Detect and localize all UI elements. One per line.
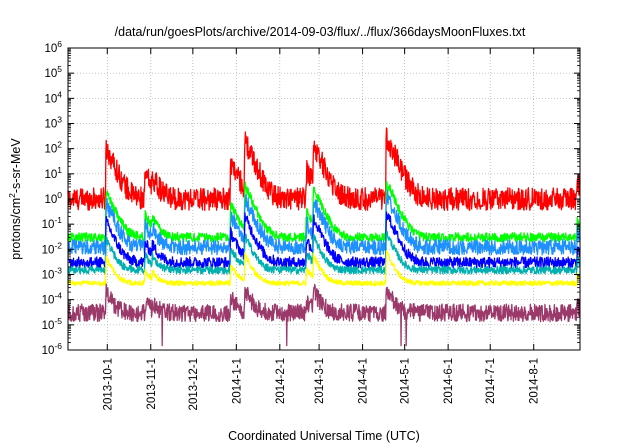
x-tick-label: 2013-12-1 xyxy=(188,358,200,410)
y-tick-label: 10-3 xyxy=(42,266,63,282)
ylabel-part-3: -s-sr-MeV xyxy=(9,138,23,194)
ylabel-part-1: protons/cm xyxy=(9,198,23,260)
y-tick-label: 10-2 xyxy=(42,240,63,256)
y-tick-label: 105 xyxy=(44,64,62,80)
y-axis-label: protons/cm2-s-sr-MeV xyxy=(7,138,23,260)
y-tick-label: 106 xyxy=(44,39,62,55)
y-tick-label: 101 xyxy=(44,165,62,181)
series-layer xyxy=(67,127,581,347)
x-tick-label: 2014-2-1 xyxy=(275,358,287,404)
ylabel-part-2: 2 xyxy=(7,193,17,198)
y-tick-label: 103 xyxy=(44,115,62,131)
y-tick-label: 104 xyxy=(44,89,62,105)
x-axis-label: Coordinated Universal Time (UTC) xyxy=(228,429,420,443)
x-tick-label: 2014-7-1 xyxy=(485,358,497,404)
x-tick-label: 2014-8-1 xyxy=(529,358,541,404)
y-tick-label: 100 xyxy=(44,190,62,206)
y-tick-label: 10-5 xyxy=(42,316,63,332)
series-line xyxy=(67,283,581,347)
x-tick-label: 2013-10-1 xyxy=(102,358,114,410)
series-line xyxy=(67,180,581,243)
series-line xyxy=(67,250,581,287)
x-tick-label: 2014-1-1 xyxy=(231,358,243,404)
x-tick-label: 2014-6-1 xyxy=(443,358,455,404)
series-line xyxy=(67,189,581,256)
chart-title: /data/run/goesPlots/archive/2014-09-03/f… xyxy=(115,25,526,39)
y-tick-label: 10-1 xyxy=(42,215,63,231)
series-line xyxy=(67,211,581,269)
y-tick-label: 102 xyxy=(44,140,62,156)
y-tick-label: 10-6 xyxy=(42,341,63,357)
y-axis: 10-6 10-5 10-4 10-3 10-2 10-1 100 101 102 103 104 1… xyxy=(42,39,580,357)
x-tick-label: 2014-3-1 xyxy=(314,358,326,404)
series-line xyxy=(67,230,581,275)
x-axis: 2013-10-1 2013-11-1 2013-12-1 2014-1-1 2014-… xyxy=(102,48,541,410)
series-line xyxy=(67,127,581,211)
y-tick-label: 10-4 xyxy=(42,291,63,307)
x-tick-label: 2013-11-1 xyxy=(146,358,158,410)
x-tick-label: 2014-4-1 xyxy=(358,358,370,404)
x-tick-label: 2014-5-1 xyxy=(400,358,412,404)
